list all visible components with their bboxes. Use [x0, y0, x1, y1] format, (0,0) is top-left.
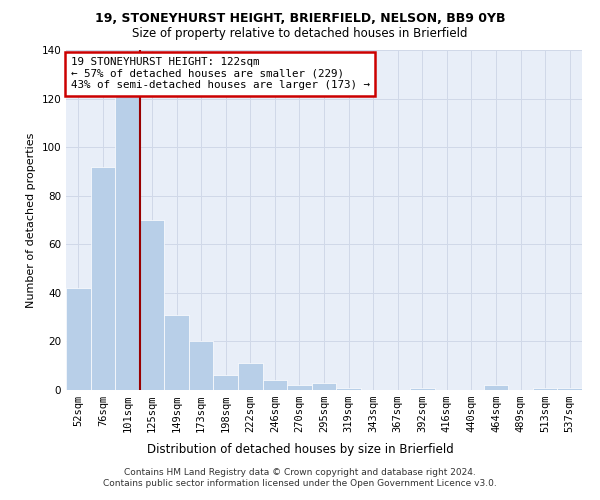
Text: Size of property relative to detached houses in Brierfield: Size of property relative to detached ho… [132, 28, 468, 40]
Text: Contains HM Land Registry data © Crown copyright and database right 2024.
Contai: Contains HM Land Registry data © Crown c… [103, 468, 497, 487]
Bar [312, 382, 336, 390]
Bar [214, 376, 238, 390]
Bar [140, 220, 164, 390]
Bar [115, 74, 140, 390]
Bar [336, 388, 361, 390]
Text: Distribution of detached houses by size in Brierfield: Distribution of detached houses by size … [146, 442, 454, 456]
Bar [189, 342, 214, 390]
Bar [164, 314, 189, 390]
Bar [238, 364, 263, 390]
Bar [533, 388, 557, 390]
Bar [66, 288, 91, 390]
Y-axis label: Number of detached properties: Number of detached properties [26, 132, 36, 308]
Bar [287, 385, 312, 390]
Text: 19, STONEYHURST HEIGHT, BRIERFIELD, NELSON, BB9 0YB: 19, STONEYHURST HEIGHT, BRIERFIELD, NELS… [95, 12, 505, 26]
Bar [410, 388, 434, 390]
Text: 19 STONEYHURST HEIGHT: 122sqm
← 57% of detached houses are smaller (229)
43% of : 19 STONEYHURST HEIGHT: 122sqm ← 57% of d… [71, 58, 370, 90]
Bar [557, 388, 582, 390]
Bar [91, 166, 115, 390]
Bar [263, 380, 287, 390]
Bar [484, 385, 508, 390]
